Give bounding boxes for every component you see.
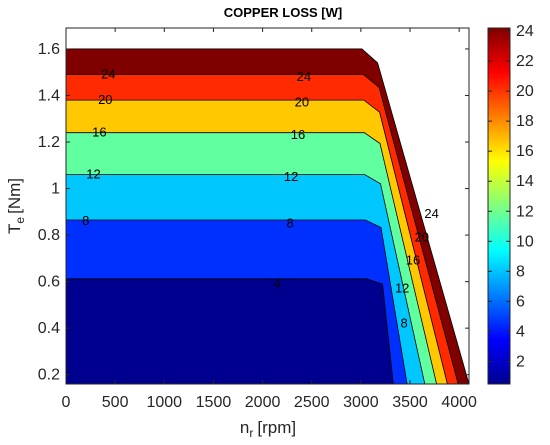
contour-label-16: 16 — [406, 253, 420, 268]
y-axis-unit: [Nm] — [5, 178, 24, 214]
x-tick-label: 3000 — [343, 394, 379, 411]
contour-label-12: 12 — [395, 281, 409, 296]
contour-line-12 — [66, 174, 426, 385]
contour-label-8: 8 — [82, 213, 89, 228]
contour-line-4 — [66, 278, 394, 385]
contour-line-20 — [66, 99, 448, 385]
contour-label-12: 12 — [284, 169, 298, 184]
contour-line-16 — [66, 132, 437, 385]
colorbar-tick-label: 2 — [516, 353, 525, 370]
contour-regions — [66, 48, 469, 385]
colorbar-tick-label: 6 — [516, 293, 525, 310]
y-axis-symbol: T — [5, 224, 24, 234]
contour-line-8 — [66, 219, 408, 385]
y-tick-label: 0.2 — [38, 367, 60, 384]
x-axis-label: nr [rpm] — [240, 418, 296, 440]
y-tick-label: 0.4 — [38, 320, 60, 337]
y-tick-label: 1 — [51, 181, 60, 198]
contour-label-8: 8 — [400, 316, 407, 331]
x-tick-label: 4000 — [441, 394, 477, 411]
y-tick-label: 0.6 — [38, 274, 60, 291]
y-tick-label: 0.8 — [38, 227, 60, 244]
plot-frame — [65, 27, 470, 385]
colorbar-tick-label: 22 — [516, 53, 534, 70]
x-tick-label: 500 — [102, 394, 129, 411]
x-axis-unit: [rpm] — [257, 418, 296, 437]
x-tick-label: 1000 — [146, 394, 182, 411]
x-tick-label: 1500 — [196, 394, 232, 411]
x-tick-label: 3500 — [392, 394, 428, 411]
x-tick-label: 2000 — [245, 394, 281, 411]
contour-label-24: 24 — [424, 206, 438, 221]
contour-label-12: 12 — [86, 167, 100, 182]
y-axis-subscript: e — [13, 217, 27, 224]
colorbar-tick-label: 24 — [516, 23, 534, 40]
y-tick-label: 1.4 — [38, 87, 60, 104]
contour-label-4: 4 — [274, 276, 281, 291]
region-level-0 — [66, 278, 394, 384]
colorbar-tick-label: 12 — [516, 203, 534, 220]
colorbar-tick-label: 16 — [516, 143, 534, 160]
y-tick-label: 1.2 — [38, 134, 60, 151]
colorbar-tick-label: 14 — [516, 173, 534, 190]
contour-label-24: 24 — [297, 69, 311, 84]
colorbar-tick-label: 10 — [516, 233, 534, 250]
colorbar-gradient — [487, 27, 511, 385]
colorbar-tick-label: 4 — [516, 323, 525, 340]
plot-area: 4 8 8 8 12 12 12 16 16 16 20 20 20 24 24 24 — [65, 27, 470, 385]
x-tick-label: 0 — [62, 394, 71, 411]
y-axis-label: Te [Nm] — [5, 178, 27, 234]
chart-title: COPPER LOSS [W] — [224, 5, 342, 20]
colorbar-tick-label: 20 — [516, 83, 534, 100]
y-tick-label: 1.6 — [38, 41, 60, 58]
contour-labels: 4 8 8 8 12 12 12 16 16 16 20 20 20 24 24 24 — [82, 67, 439, 331]
contour-label-8: 8 — [286, 216, 293, 231]
contour-label-20: 20 — [295, 95, 309, 110]
contour-label-16: 16 — [92, 125, 106, 140]
x-tick-label: 2500 — [294, 394, 330, 411]
colorbar-tick-label: 18 — [516, 113, 534, 130]
contour-label-20: 20 — [98, 92, 112, 107]
x-axis-symbol: n — [240, 418, 249, 437]
contour-label-20: 20 — [415, 229, 429, 244]
y-axis: 0.2 0.4 0.6 0.8 1 1.2 1.4 1.6 — [38, 41, 469, 384]
contour-label-24: 24 — [101, 67, 115, 82]
colorbar-tick-label: 8 — [516, 263, 525, 280]
x-axis: 0 500 1000 1500 2000 2500 3000 3500 4000 — [62, 28, 477, 411]
contour-line-24 — [66, 74, 459, 385]
contour-label-16: 16 — [291, 127, 305, 142]
x-axis-subscript: r — [249, 426, 253, 440]
